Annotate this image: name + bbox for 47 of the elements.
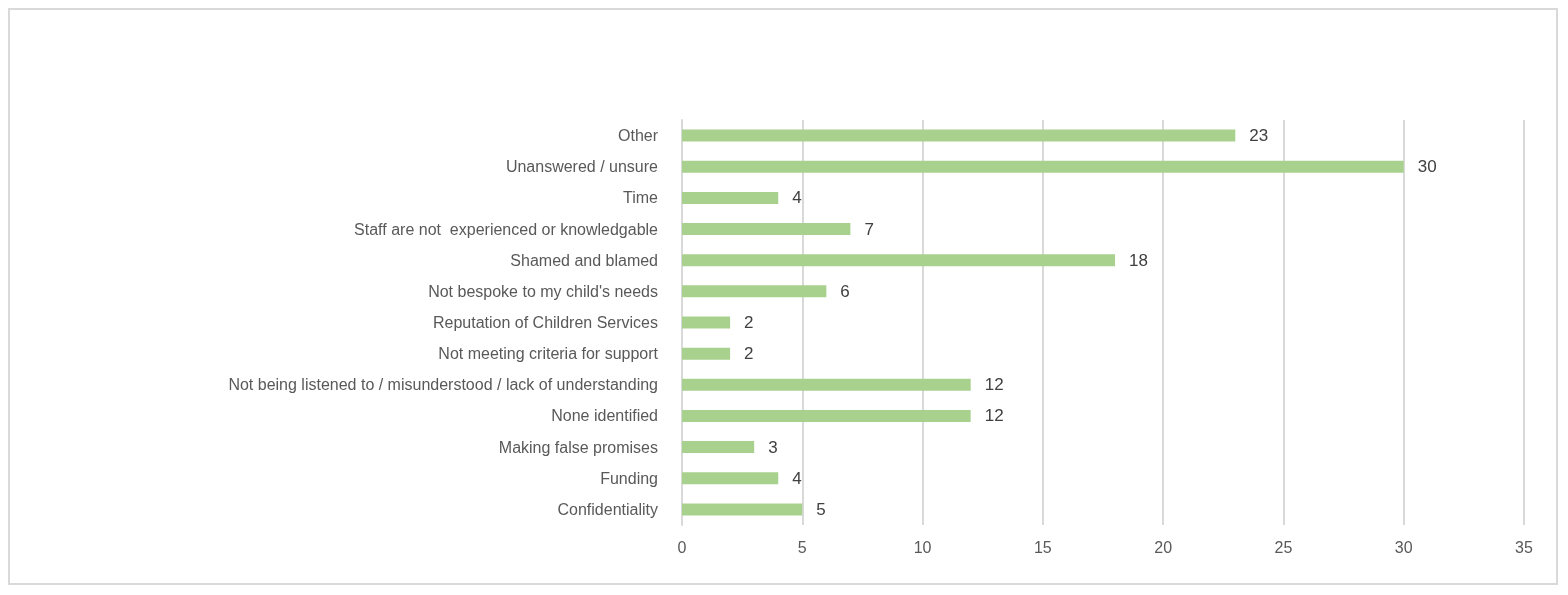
data-label: 30: [1417, 157, 1437, 177]
bar: [682, 285, 827, 298]
bar: [682, 472, 779, 485]
bar: [682, 503, 803, 516]
y-tick-label: Making false promises: [498, 438, 658, 456]
data-label: 7: [864, 219, 874, 239]
data-label: 4: [792, 468, 802, 488]
bar: [682, 254, 1116, 267]
x-tick-label: 30: [1394, 538, 1413, 556]
data-label: 2: [744, 313, 754, 332]
bar: [682, 316, 731, 329]
y-tick-label: Other: [617, 127, 659, 145]
data-label: 6: [840, 281, 850, 301]
y-tick-label: Not being listened to / misunderstood / lack of understanding: [228, 376, 658, 394]
y-tick-label: Confidentiality: [557, 500, 658, 518]
data-label: 12: [984, 406, 1004, 426]
y-tick-label: Not bespoke to my child's needs: [428, 282, 658, 300]
bar: [682, 409, 971, 422]
bar: [682, 129, 1236, 142]
y-tick-label: None identified: [551, 407, 658, 425]
x-tick-label: 20: [1154, 538, 1173, 556]
bar: [682, 191, 779, 204]
bar: [682, 441, 755, 454]
x-tick-label: 0: [677, 538, 687, 556]
x-tick-label: 25: [1274, 538, 1293, 556]
bar: [682, 223, 851, 236]
x-tick-label: 15: [1033, 538, 1052, 556]
data-label: 5: [816, 499, 826, 519]
bar: [682, 347, 731, 360]
data-label: 18: [1129, 250, 1148, 270]
data-label: 23: [1249, 126, 1269, 146]
y-tick-label: Shamed and blamed: [510, 251, 658, 269]
data-label: 3: [768, 437, 778, 457]
y-tick-label: Time: [623, 189, 659, 207]
y-tick-label: Funding: [600, 469, 658, 487]
bar: [682, 160, 1404, 173]
data-label: 12: [984, 375, 1004, 395]
data-label: 2: [744, 344, 754, 364]
bar: [682, 378, 971, 391]
y-tick-label: Not meeting criteria for support: [438, 345, 659, 363]
y-tick-label: Unanswered / unsure: [505, 158, 659, 176]
x-tick-label: 35: [1515, 538, 1533, 556]
data-label: 4: [792, 188, 802, 208]
x-tick-label: 5: [797, 538, 807, 556]
y-tick-label: Staff are not experienced or knowledgable: [354, 220, 659, 238]
x-tick-label: 10: [913, 538, 932, 556]
y-tick-label: Reputation of Children Services: [432, 314, 658, 331]
